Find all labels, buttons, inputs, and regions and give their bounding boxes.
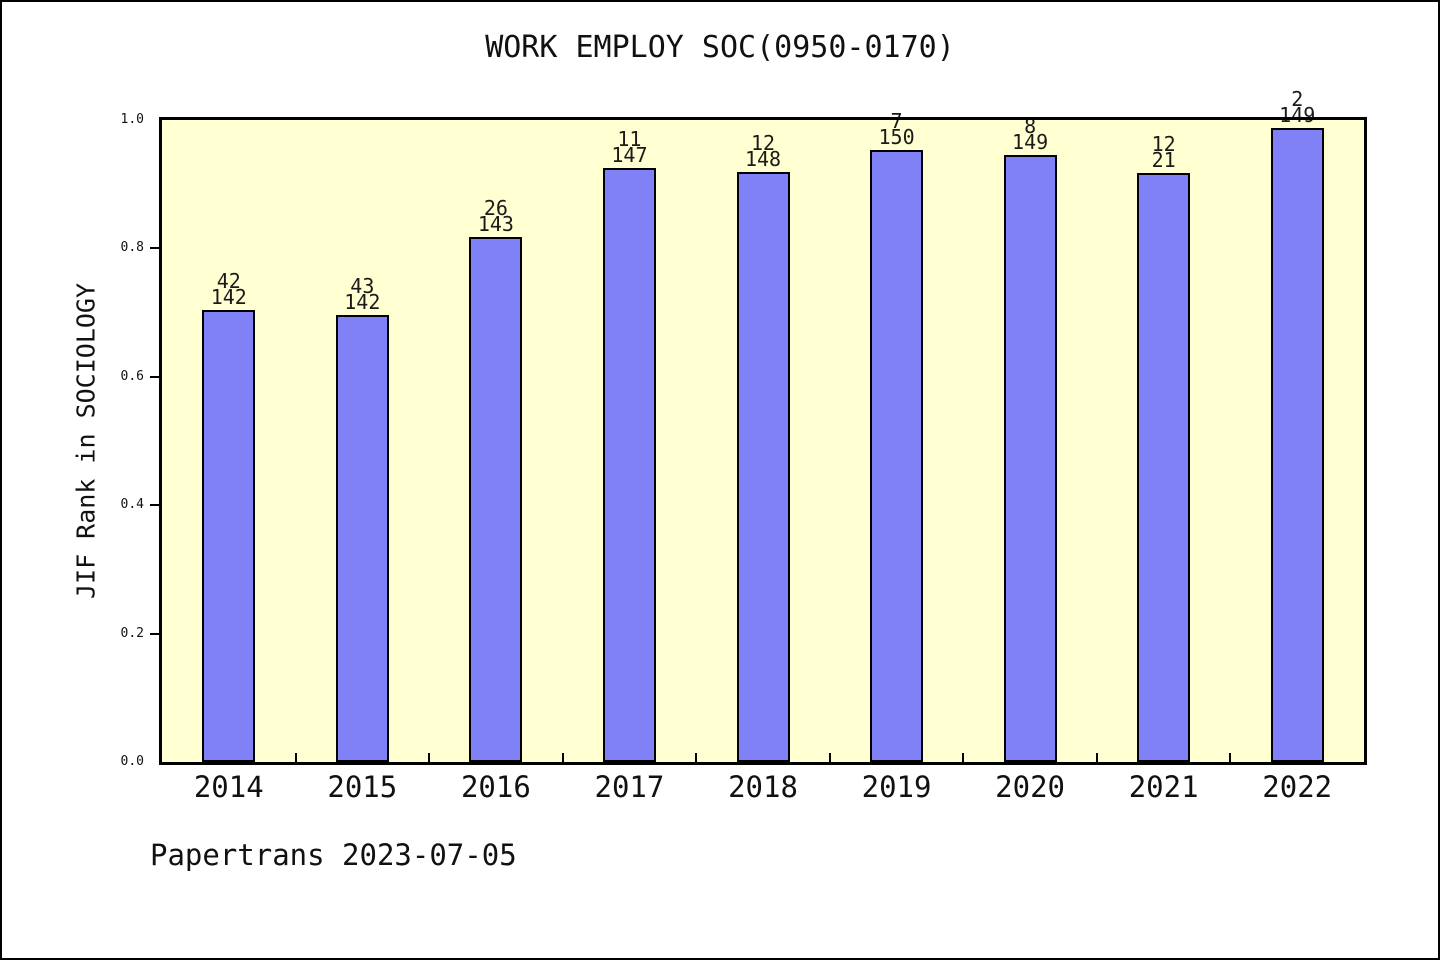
x-minor-tick [1229, 753, 1232, 762]
x-minor-tick [695, 753, 698, 762]
x-axis-label: 2017 [594, 770, 665, 804]
bar [1137, 172, 1191, 762]
y-tick-label: 0.2 [120, 625, 144, 641]
x-axis-label: 2022 [1262, 770, 1333, 804]
bar [1003, 154, 1057, 762]
x-axis-label: 2016 [460, 770, 531, 804]
y-tick-label: 0.6 [120, 368, 144, 384]
y-tick-mark [150, 247, 159, 250]
bar-value-label: 2 149 [1279, 87, 1316, 128]
x-minor-tick [294, 753, 297, 762]
bar-value-label: 8 149 [1012, 113, 1049, 154]
bar-value-label: 43 142 [344, 273, 381, 314]
bar [335, 314, 389, 762]
x-axis-label: 2015 [327, 770, 398, 804]
y-tick-mark [150, 632, 159, 635]
bar [870, 150, 924, 762]
bar [469, 236, 523, 762]
chart-title: WORK EMPLOY SOC(0950-0170) [485, 30, 955, 65]
bar-value-label: 42 142 [210, 269, 247, 310]
y-tick-label: 0.0 [120, 754, 144, 769]
plot-area: 1.0 0.8 0.6 0.4 0.2 0.0 42 142 2014 43 142 2015 26… [121, 89, 1367, 804]
y-tick-label: 1.0 [120, 112, 144, 127]
y-axis-title: JIF Rank in SOCIOLOGY [71, 282, 101, 600]
bar [1270, 128, 1324, 762]
bar-value-label: 11 147 [611, 127, 648, 168]
x-minor-tick [428, 753, 431, 762]
y-tick-mark [150, 375, 159, 378]
y-tick-mark [150, 504, 159, 507]
x-minor-tick [561, 753, 564, 762]
bar-value-label: 26 143 [477, 195, 514, 236]
bar-value-label: 12 21 [1151, 131, 1176, 172]
bar [602, 168, 656, 762]
footer-text: Papertrans 2023-07-05 [150, 838, 517, 872]
x-axis-label: 2020 [995, 770, 1066, 804]
y-tick-label: 0.4 [120, 497, 144, 513]
bar [736, 172, 790, 762]
bar-value-label: 7 150 [878, 109, 915, 150]
x-axis-label: 2014 [193, 770, 264, 804]
bar-value-label: 12 148 [744, 131, 782, 172]
bar [202, 310, 256, 762]
x-axis-label: 2018 [728, 770, 798, 804]
x-axis-label: 2021 [1128, 770, 1199, 804]
x-minor-tick [962, 753, 965, 762]
x-minor-tick [828, 753, 831, 762]
x-minor-tick [1095, 753, 1098, 762]
x-axis-label: 2019 [861, 770, 932, 804]
y-tick-label: 0.8 [120, 240, 144, 256]
